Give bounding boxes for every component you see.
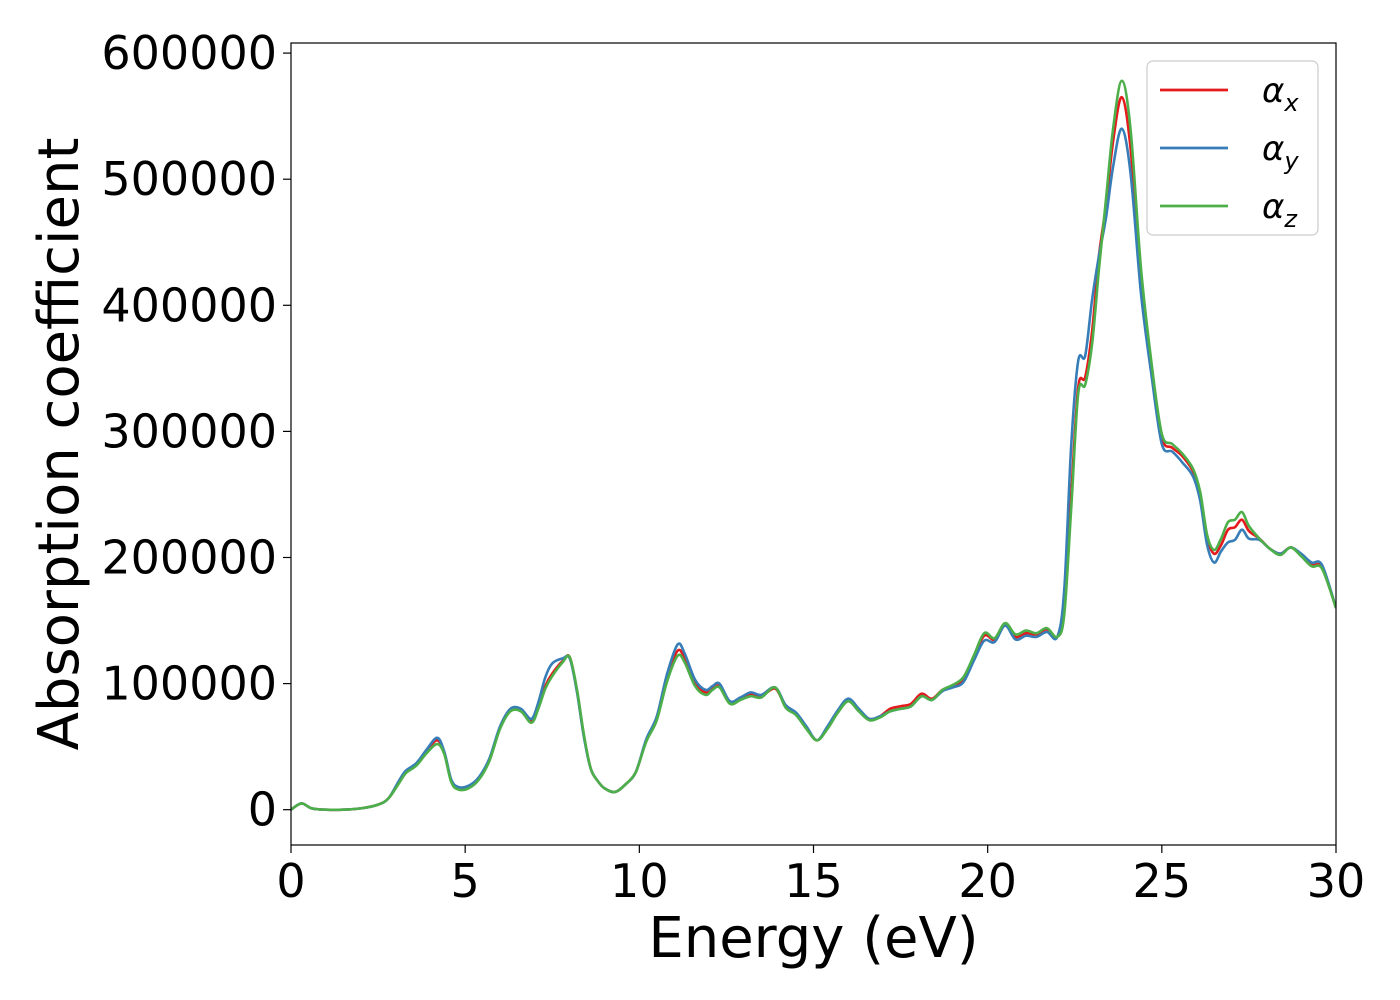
legend-label: αx xyxy=(1262,71,1299,117)
x-tick-label: 25 xyxy=(1133,854,1192,908)
x-tick-label: 20 xyxy=(958,854,1017,908)
series-line-3 xyxy=(291,79,1336,812)
plot-lines xyxy=(291,79,1336,812)
x-tick-label: 10 xyxy=(610,854,669,908)
y-tick-label: 300000 xyxy=(101,404,277,458)
legend-label: αz xyxy=(1262,187,1298,233)
y-axis-ticks: 0 100000 200000 300000 400000 500000 600000 xyxy=(101,26,291,837)
y-tick-label: 600000 xyxy=(101,26,277,80)
legend-label: αy xyxy=(1262,129,1299,175)
y-tick-label: 0 xyxy=(248,783,277,837)
x-tick-label: 5 xyxy=(451,854,480,908)
y-tick-label: 500000 xyxy=(101,152,277,206)
x-tick-label: 15 xyxy=(784,854,843,908)
x-tick-label: 0 xyxy=(276,854,305,908)
x-axis-label: Energy (eV) xyxy=(648,906,978,971)
y-tick-label: 100000 xyxy=(101,657,277,711)
x-tick-label: 30 xyxy=(1307,854,1366,908)
y-tick-label: 200000 xyxy=(101,530,277,584)
legend-box xyxy=(1146,60,1319,236)
y-tick-label: 400000 xyxy=(101,278,277,332)
y-axis-label: Absorption coefficient xyxy=(27,138,92,751)
legend: αx αy αz xyxy=(1146,60,1319,236)
x-axis-ticks: 0 5 10 15 20 25 30 xyxy=(276,845,1365,908)
